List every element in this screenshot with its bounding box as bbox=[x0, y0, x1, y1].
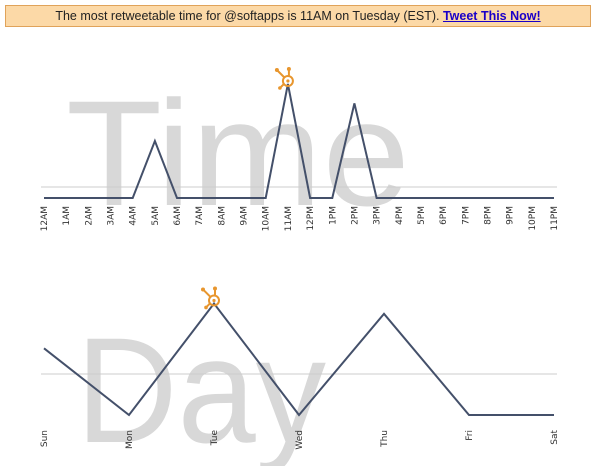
banner-message: The most retweetable time for @softapps … bbox=[55, 9, 440, 23]
tick-label: 11PM bbox=[550, 206, 560, 231]
tick-label: 2PM bbox=[350, 206, 360, 225]
tick-label: Tue bbox=[210, 430, 220, 447]
retweet-time-banner: The most retweetable time for @softapps … bbox=[5, 5, 591, 27]
tick-label: 9PM bbox=[506, 206, 516, 225]
tweet-this-now-link[interactable]: Tweet This Now! bbox=[442, 9, 541, 23]
tick-label: 3AM bbox=[107, 206, 117, 226]
tick-label: 4AM bbox=[129, 206, 139, 226]
tick-label: 10PM bbox=[528, 206, 538, 231]
chart-watermark-0: Time bbox=[66, 69, 410, 237]
tick-label: Mon bbox=[125, 430, 135, 449]
tick-label: Sat bbox=[550, 430, 560, 445]
tick-label: 6PM bbox=[439, 206, 449, 225]
tick-label: 8PM bbox=[483, 206, 493, 225]
tick-label: 6AM bbox=[173, 206, 183, 226]
tick-label: 7AM bbox=[195, 206, 205, 226]
tick-label: 12PM bbox=[306, 206, 316, 231]
tick-label: 5PM bbox=[417, 206, 427, 225]
highlight-marker-icon bbox=[274, 67, 294, 90]
tick-label: 5AM bbox=[151, 206, 161, 226]
tick-label: 1AM bbox=[62, 206, 72, 226]
tick-label: 4PM bbox=[395, 206, 405, 225]
tick-label: Thu bbox=[380, 430, 390, 448]
tick-label: 1PM bbox=[328, 206, 338, 225]
tick-label: 7PM bbox=[461, 206, 471, 225]
tick-label: 2AM bbox=[84, 206, 94, 226]
tick-label: 12AM bbox=[40, 206, 50, 231]
tick-label: Sun bbox=[40, 430, 50, 447]
tick-label: 3PM bbox=[373, 206, 383, 225]
tick-label: 11AM bbox=[284, 206, 294, 231]
hourly-retweet-chart: Time 12AM 1AM 2AM 3AM 4AM 5AM 6AM 7AM 8AM 9AM 10AM 1… bbox=[40, 67, 560, 237]
tick-label: 10AM bbox=[262, 206, 272, 231]
series-line-1 bbox=[43, 301, 554, 417]
tick-label: Wed bbox=[295, 430, 305, 450]
highlight-marker-icon bbox=[201, 286, 220, 310]
tick-label: 8AM bbox=[217, 206, 227, 226]
chart-watermark-1: Day bbox=[76, 306, 326, 466]
tick-label: 9AM bbox=[240, 206, 250, 226]
series-line-0 bbox=[44, 83, 554, 199]
tick-label: Fri bbox=[465, 430, 475, 441]
daily-retweet-chart: Day Sun Mon Tue Wed Thu Fri Sat bbox=[40, 286, 560, 466]
